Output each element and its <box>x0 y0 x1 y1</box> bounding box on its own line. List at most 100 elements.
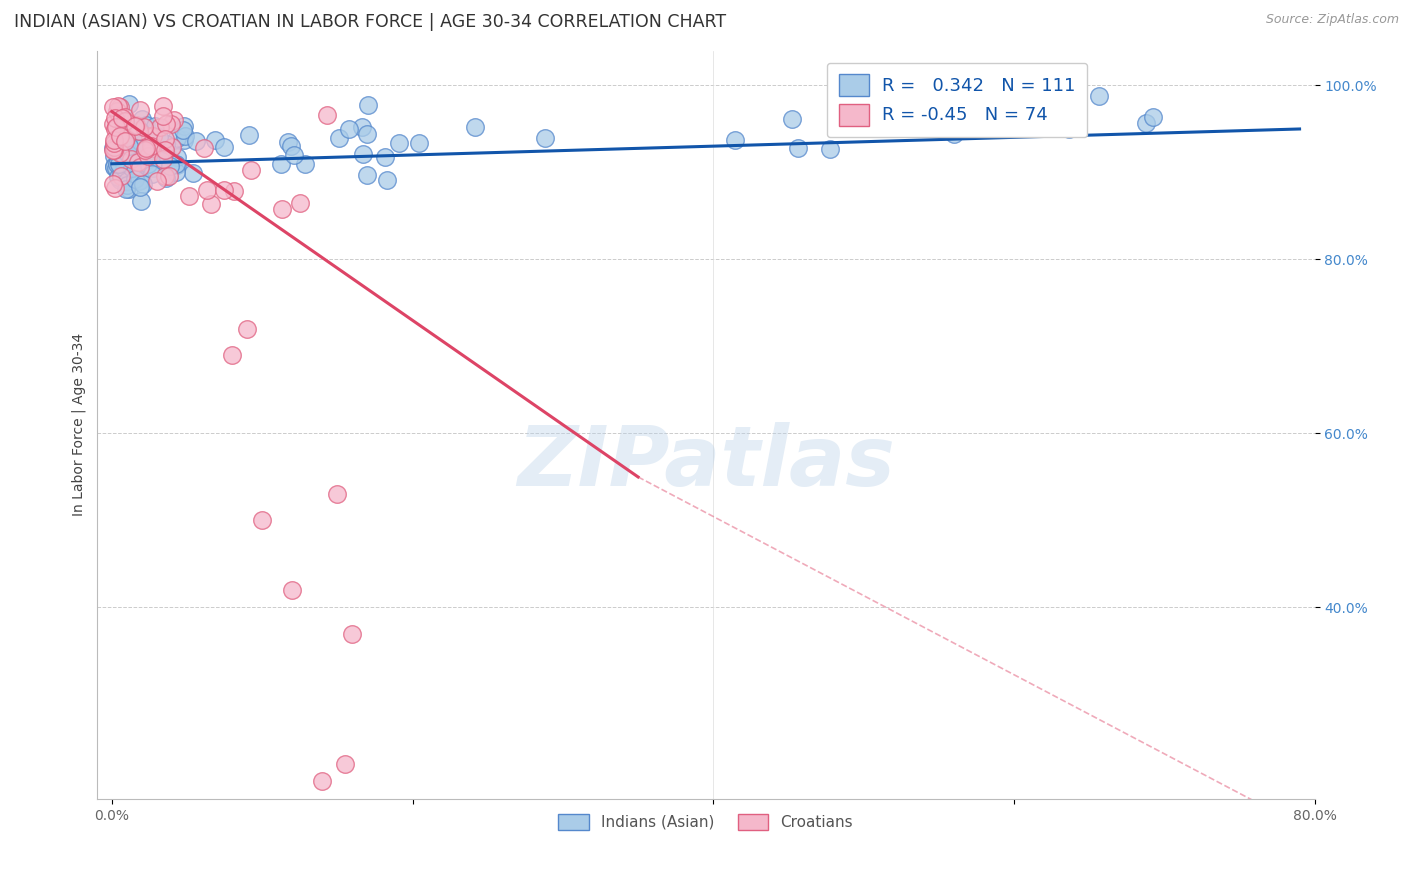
Point <box>114 131 136 145</box>
Point <box>111 147 134 161</box>
Point <box>105 103 128 118</box>
Legend: Indians (Asian), Croatians: Indians (Asian), Croatians <box>553 808 859 836</box>
Point <box>995 91 1018 105</box>
Point <box>124 119 146 133</box>
Point <box>328 130 350 145</box>
Point <box>193 140 215 154</box>
Point <box>270 157 292 171</box>
Point <box>120 144 142 158</box>
Point <box>103 100 125 114</box>
Point <box>117 127 139 141</box>
Point <box>333 757 356 772</box>
Point <box>375 173 398 187</box>
Point <box>129 137 152 152</box>
Point <box>104 142 127 156</box>
Point <box>111 112 134 126</box>
Point <box>112 155 135 169</box>
Point <box>252 513 274 527</box>
Point <box>277 136 299 150</box>
Point <box>238 128 260 142</box>
Point <box>141 167 163 181</box>
Point <box>152 153 174 167</box>
Point <box>134 143 156 157</box>
Point <box>173 133 195 147</box>
Point <box>120 153 142 167</box>
Point <box>124 172 146 186</box>
Point <box>352 147 374 161</box>
Point <box>135 118 157 132</box>
Point <box>820 143 842 157</box>
Point <box>111 130 134 145</box>
Point <box>326 487 349 501</box>
Point <box>131 177 153 191</box>
Point <box>104 161 127 176</box>
Point <box>159 117 181 131</box>
Point <box>145 141 167 155</box>
Point <box>160 140 183 154</box>
Point <box>173 129 195 144</box>
Point <box>408 136 430 150</box>
Point <box>117 97 139 112</box>
Point <box>152 109 174 123</box>
Point <box>112 120 135 135</box>
Point <box>118 138 141 153</box>
Point <box>129 173 152 187</box>
Point <box>117 147 139 161</box>
Point <box>128 160 150 174</box>
Point <box>138 152 160 166</box>
Point <box>121 161 143 176</box>
Point <box>110 168 132 182</box>
Point <box>350 120 373 135</box>
Point <box>127 154 149 169</box>
Point <box>153 132 176 146</box>
Point <box>724 133 747 147</box>
Point <box>1059 121 1081 136</box>
Point <box>356 128 378 142</box>
Point <box>131 194 153 208</box>
Point <box>138 157 160 171</box>
Point <box>356 97 378 112</box>
Point <box>118 145 141 159</box>
Point <box>122 123 145 137</box>
Point <box>110 169 132 183</box>
Point <box>128 179 150 194</box>
Point <box>129 124 152 138</box>
Point <box>283 147 305 161</box>
Point <box>342 626 364 640</box>
Point <box>200 197 222 211</box>
Point <box>356 168 378 182</box>
Point <box>107 169 129 184</box>
Point <box>104 111 127 125</box>
Point <box>152 99 174 113</box>
Point <box>103 142 125 156</box>
Point <box>124 167 146 181</box>
Point <box>108 145 131 160</box>
Point <box>157 169 180 183</box>
Point <box>159 159 181 173</box>
Point <box>280 139 302 153</box>
Point <box>337 122 360 136</box>
Point <box>115 182 138 196</box>
Point <box>141 139 163 153</box>
Point <box>186 134 208 148</box>
Point <box>155 169 177 183</box>
Point <box>121 171 143 186</box>
Point <box>104 122 127 136</box>
Point <box>108 128 131 143</box>
Point <box>281 582 304 597</box>
Point <box>103 136 125 150</box>
Point <box>214 140 236 154</box>
Point <box>108 131 131 145</box>
Point <box>114 132 136 146</box>
Point <box>108 146 131 161</box>
Point <box>107 154 129 169</box>
Point <box>271 202 294 217</box>
Point <box>290 195 312 210</box>
Point <box>149 120 172 134</box>
Point <box>129 103 152 117</box>
Point <box>112 161 135 176</box>
Point <box>114 111 136 125</box>
Point <box>146 174 169 188</box>
Point <box>125 139 148 153</box>
Point <box>165 164 187 178</box>
